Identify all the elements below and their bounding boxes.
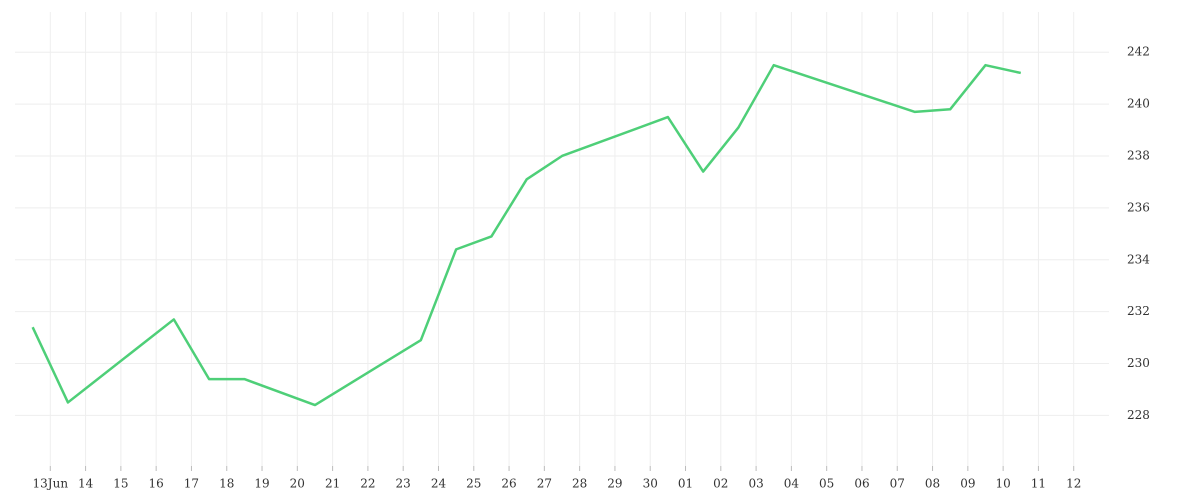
x-tick-label: 27 bbox=[537, 477, 552, 491]
x-tick-label: 03 bbox=[748, 477, 763, 491]
x-tick-label: 11 bbox=[1031, 477, 1046, 491]
x-tick-label: 20 bbox=[290, 477, 305, 491]
x-tick-label: 23 bbox=[396, 477, 411, 491]
x-tick-label: 10 bbox=[995, 477, 1010, 491]
x-tick-label: 28 bbox=[572, 477, 587, 491]
x-tick-label: 16 bbox=[149, 477, 164, 491]
y-tick-label: 240 bbox=[1127, 97, 1150, 111]
y-tick-label: 232 bbox=[1127, 304, 1150, 318]
x-tick-label: 29 bbox=[607, 477, 622, 491]
x-tick-label: 13Jun bbox=[33, 477, 69, 491]
x-tick-label: 15 bbox=[113, 477, 128, 491]
x-tick-label: 19 bbox=[254, 477, 269, 491]
x-tick-label: 02 bbox=[713, 477, 728, 491]
y-tick-label: 228 bbox=[1127, 408, 1150, 422]
x-tick-label: 05 bbox=[819, 477, 834, 491]
y-tick-label: 236 bbox=[1127, 200, 1150, 214]
x-tick-label: 22 bbox=[360, 477, 375, 491]
x-tick-label: 24 bbox=[431, 477, 447, 491]
x-tick-label: 08 bbox=[925, 477, 940, 491]
x-tick-label: 18 bbox=[219, 477, 234, 491]
x-tick-label: 07 bbox=[890, 477, 905, 491]
x-tick-label: 17 bbox=[184, 477, 199, 491]
x-tick-label: 14 bbox=[78, 477, 94, 491]
y-tick-label: 234 bbox=[1127, 252, 1150, 266]
x-tick-label: 12 bbox=[1066, 477, 1081, 491]
x-tick-label: 26 bbox=[501, 477, 516, 491]
x-tick-label: 30 bbox=[643, 477, 658, 491]
x-tick-label: 21 bbox=[325, 477, 340, 491]
y-tick-label: 230 bbox=[1127, 356, 1150, 370]
y-tick-label: 242 bbox=[1127, 45, 1150, 59]
price-line bbox=[31, 63, 1022, 407]
y-tick-label: 238 bbox=[1127, 148, 1150, 162]
x-tick-label: 09 bbox=[960, 477, 975, 491]
x-tick-label: 06 bbox=[854, 477, 869, 491]
x-tick-label: 25 bbox=[466, 477, 481, 491]
x-tick-label: 01 bbox=[678, 477, 693, 491]
x-tick-label: 04 bbox=[784, 477, 800, 491]
